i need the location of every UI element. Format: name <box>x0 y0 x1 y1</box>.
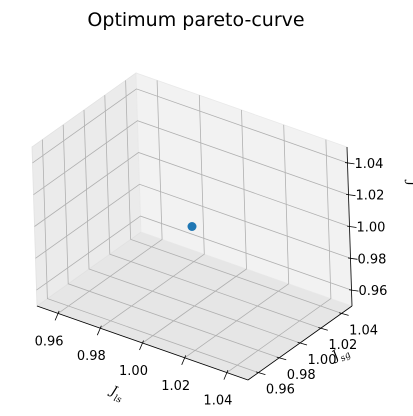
z-gridline <box>35 183 351 259</box>
z-axis-label: J <box>403 177 413 188</box>
x-tick <box>181 355 187 365</box>
y-tick-label: 0.98 <box>287 368 316 383</box>
x-tick-label: 1.00 <box>119 364 148 379</box>
x-tick <box>139 340 144 351</box>
z-gridline <box>34 152 350 227</box>
z-gridline <box>36 215 352 291</box>
x-tick-label: 1.04 <box>203 394 232 409</box>
z-gridline <box>32 88 348 164</box>
y-tick-label: 1.02 <box>328 338 357 353</box>
y-tick-label: 1.04 <box>349 323 378 338</box>
y-tick <box>318 327 328 331</box>
z-tick-label: 1.00 <box>357 221 386 236</box>
z-tick-label: 1.02 <box>356 189 385 204</box>
x-gridline <box>184 124 290 359</box>
x-gridline <box>100 95 205 329</box>
x-gridline <box>57 80 163 314</box>
x-gridline <box>226 139 332 373</box>
z-tick-label: 1.04 <box>355 157 384 172</box>
y-gridline <box>62 124 280 359</box>
z-tick <box>348 289 359 292</box>
y-tick <box>276 356 287 361</box>
x-gridline <box>142 109 247 344</box>
z-tick <box>347 257 358 260</box>
chart-points <box>187 222 197 231</box>
chart-ticks: 0.960.981.001.021.040.960.981.001.021.04… <box>35 157 388 409</box>
z-gridline <box>33 120 349 196</box>
x-tick <box>96 325 102 336</box>
z-tick-label: 0.98 <box>358 252 387 267</box>
y-gridline <box>104 95 321 329</box>
z-tick <box>346 225 357 228</box>
x-tick-label: 1.02 <box>161 379 190 394</box>
data-point <box>187 222 197 231</box>
z-tick-label: 0.96 <box>359 284 388 299</box>
y-gridline <box>42 139 259 373</box>
y-gridline <box>83 109 301 344</box>
y-tick <box>297 341 308 346</box>
y-tick-label: 1.00 <box>308 353 337 368</box>
x-tick <box>54 310 60 321</box>
z-tick <box>345 193 356 197</box>
x-tick-label: 0.98 <box>77 349 106 364</box>
chart-grid <box>32 80 352 373</box>
x-tick-label: 0.96 <box>35 334 64 349</box>
y-gridline <box>125 80 342 314</box>
x-axis-label: Jls <box>104 382 126 406</box>
y-tick <box>339 312 349 316</box>
chart-title: Optimum pareto-curve <box>87 9 304 31</box>
z-tick <box>344 162 355 165</box>
y-tick-label: 0.96 <box>266 383 295 398</box>
y-tick <box>255 371 266 375</box>
x-tick <box>223 369 229 380</box>
